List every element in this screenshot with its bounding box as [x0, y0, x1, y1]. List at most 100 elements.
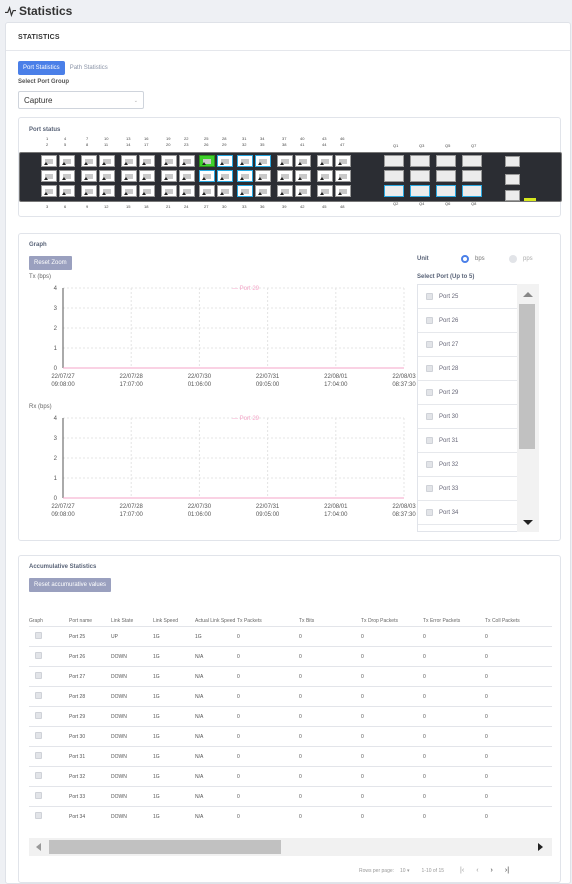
- hscroll-right-icon[interactable]: [538, 843, 543, 851]
- hscroll-left-icon[interactable]: [36, 843, 41, 851]
- sfp-port[interactable]: [59, 185, 75, 197]
- port-list-item[interactable]: Port 25: [418, 285, 538, 309]
- scroll-up-icon[interactable]: [523, 292, 533, 297]
- sfp-port[interactable]: [277, 155, 293, 167]
- sfp-port[interactable]: [217, 170, 233, 182]
- sfp-port[interactable]: [121, 185, 137, 197]
- sfp-port[interactable]: [161, 155, 177, 167]
- rows-per-page-select[interactable]: 10 ▾: [400, 867, 410, 874]
- sfp-port[interactable]: [199, 185, 215, 197]
- sfp-port[interactable]: [179, 185, 195, 197]
- sfp-port[interactable]: [81, 155, 97, 167]
- sfp-port[interactable]: [99, 185, 115, 197]
- port-checkbox[interactable]: [426, 461, 433, 468]
- hscroll-thumb[interactable]: [49, 840, 281, 854]
- sfp-port[interactable]: [139, 155, 155, 167]
- sfp-port[interactable]: [41, 185, 57, 197]
- tab-port-statistics[interactable]: Port Statistics: [18, 61, 65, 75]
- port-list-item[interactable]: Port 33: [418, 477, 538, 501]
- sfp-port[interactable]: [81, 170, 97, 182]
- sfp-port[interactable]: [317, 155, 333, 167]
- sfp-port[interactable]: [335, 155, 351, 167]
- tab-path-statistics[interactable]: Path Statistics: [69, 65, 108, 71]
- port-checkbox[interactable]: [426, 413, 433, 420]
- sfp-port[interactable]: [237, 185, 253, 197]
- sfp-port[interactable]: [139, 170, 155, 182]
- port-list-item[interactable]: Port 34: [418, 501, 538, 525]
- port-checkbox[interactable]: [426, 437, 433, 444]
- qsfp-port[interactable]: [436, 185, 456, 197]
- sfp-port[interactable]: [335, 185, 351, 197]
- port-checkbox[interactable]: [426, 341, 433, 348]
- qsfp-port[interactable]: [462, 170, 482, 182]
- qsfp-port[interactable]: [384, 155, 404, 167]
- port-checkbox[interactable]: [426, 317, 433, 324]
- sfp-port[interactable]: [41, 155, 57, 167]
- port-list-item[interactable]: Port 26: [418, 309, 538, 333]
- scroll-down-icon[interactable]: [523, 520, 533, 525]
- port-checkbox[interactable]: [426, 485, 433, 492]
- table-hscroll[interactable]: [29, 838, 552, 856]
- sfp-port[interactable]: [217, 155, 233, 167]
- port-list-item[interactable]: Port 31: [418, 429, 538, 453]
- port-group-select[interactable]: Capture ⌄: [18, 91, 144, 109]
- sfp-port[interactable]: [237, 170, 253, 182]
- sfp-port[interactable]: [99, 155, 115, 167]
- qsfp-port[interactable]: [410, 185, 430, 197]
- sfp-port[interactable]: [99, 170, 115, 182]
- port-list-scrollbar[interactable]: [517, 284, 539, 532]
- sfp-port[interactable]: [81, 185, 97, 197]
- sfp-port[interactable]: [317, 185, 333, 197]
- qsfp-port[interactable]: [462, 155, 482, 167]
- graph-checkbox[interactable]: [35, 772, 42, 779]
- graph-checkbox[interactable]: [35, 752, 42, 759]
- sfp-port[interactable]: [255, 185, 271, 197]
- scroll-thumb[interactable]: [519, 304, 535, 449]
- port-list-item[interactable]: Port 32: [418, 453, 538, 477]
- sfp-port[interactable]: [255, 170, 271, 182]
- sfp-port[interactable]: [295, 155, 311, 167]
- qsfp-port[interactable]: [462, 185, 482, 197]
- port-list-item[interactable]: Port 29: [418, 381, 538, 405]
- qsfp-port[interactable]: [410, 170, 430, 182]
- port-list[interactable]: Port 25 Port 26 Port 27 Port 28 Port 29 Port …: [417, 284, 539, 532]
- sfp-port[interactable]: [41, 170, 57, 182]
- port-checkbox[interactable]: [426, 509, 433, 516]
- sfp-port[interactable]: [121, 155, 137, 167]
- legend-label[interactable]: — Port 29: [232, 286, 260, 292]
- graph-checkbox[interactable]: [35, 652, 42, 659]
- qsfp-port[interactable]: [384, 185, 404, 197]
- port-checkbox[interactable]: [426, 389, 433, 396]
- sfp-port[interactable]: [317, 170, 333, 182]
- port-checkbox[interactable]: [426, 365, 433, 372]
- reset-zoom-button[interactable]: Reset Zoom: [29, 256, 72, 270]
- graph-checkbox[interactable]: [35, 792, 42, 799]
- mgmt-port[interactable]: [505, 174, 520, 185]
- graph-checkbox[interactable]: [35, 712, 42, 719]
- sfp-port[interactable]: [161, 170, 177, 182]
- graph-checkbox[interactable]: [35, 672, 42, 679]
- sfp-port[interactable]: [121, 170, 137, 182]
- next-page-icon[interactable]: ›: [490, 867, 493, 874]
- prev-page-icon[interactable]: ‹: [476, 867, 479, 874]
- port-list-item[interactable]: Port 27: [418, 333, 538, 357]
- sfp-port[interactable]: [179, 170, 195, 182]
- unit-pps-radio[interactable]: [509, 255, 517, 263]
- first-page-icon[interactable]: |‹: [460, 867, 465, 874]
- sfp-port[interactable]: [199, 155, 215, 167]
- graph-checkbox[interactable]: [35, 632, 42, 639]
- unit-bps-radio[interactable]: [461, 255, 469, 263]
- sfp-port[interactable]: [179, 155, 195, 167]
- port-checkbox[interactable]: [426, 293, 433, 300]
- sfp-port[interactable]: [295, 170, 311, 182]
- sfp-port[interactable]: [161, 185, 177, 197]
- sfp-port[interactable]: [277, 170, 293, 182]
- sfp-port[interactable]: [255, 155, 271, 167]
- sfp-port[interactable]: [139, 185, 155, 197]
- mgmt-port[interactable]: [505, 156, 520, 167]
- sfp-port[interactable]: [59, 155, 75, 167]
- qsfp-port[interactable]: [436, 155, 456, 167]
- graph-checkbox[interactable]: [35, 812, 42, 820]
- graph-checkbox[interactable]: [35, 732, 42, 739]
- sfp-port[interactable]: [335, 170, 351, 182]
